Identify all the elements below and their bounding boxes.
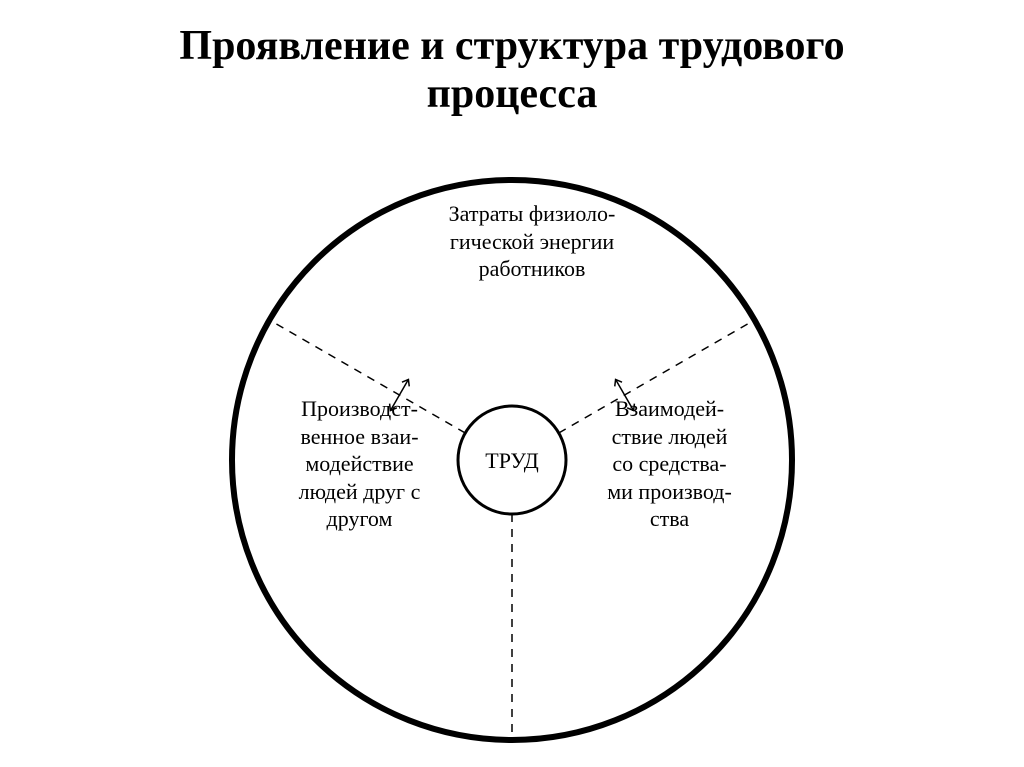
page: Проявление и структура трудового процесс… xyxy=(0,0,1024,767)
center-label: ТРУД xyxy=(458,448,566,474)
diagram: Затраты физиоло-гической энергииработник… xyxy=(212,160,812,740)
title-line-1: Проявление и структура трудового xyxy=(179,23,844,69)
segment-label-right: Взаимодей-ствие людейсо средства-ми прои… xyxy=(587,395,752,533)
page-title: Проявление и структура трудового процесс… xyxy=(0,22,1024,119)
segment-label-top: Затраты физиоло-гической энергииработник… xyxy=(417,200,647,283)
segment-label-left: Производст-венное взаи-модействиелюдей д… xyxy=(272,395,447,533)
title-line-2: процесса xyxy=(427,71,598,117)
